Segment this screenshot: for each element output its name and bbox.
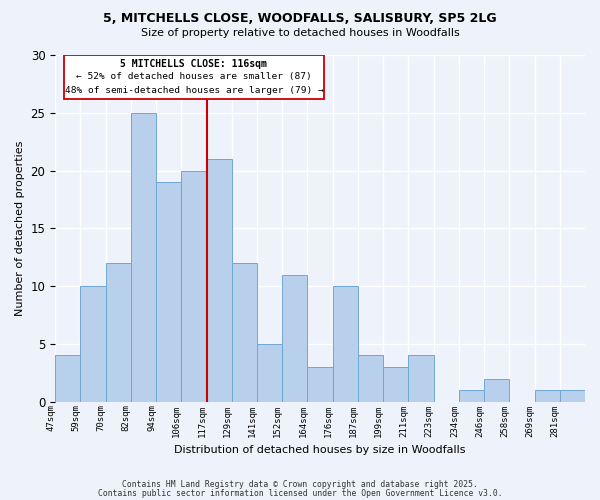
Bar bbox=[232, 263, 257, 402]
Bar bbox=[55, 356, 80, 402]
Bar bbox=[383, 367, 409, 402]
Bar bbox=[332, 286, 358, 402]
Text: Contains HM Land Registry data © Crown copyright and database right 2025.: Contains HM Land Registry data © Crown c… bbox=[122, 480, 478, 489]
Text: Size of property relative to detached houses in Woodfalls: Size of property relative to detached ho… bbox=[140, 28, 460, 38]
FancyBboxPatch shape bbox=[64, 55, 324, 99]
Text: 48% of semi-detached houses are larger (79) →: 48% of semi-detached houses are larger (… bbox=[65, 86, 323, 94]
Text: 5, MITCHELLS CLOSE, WOODFALLS, SALISBURY, SP5 2LG: 5, MITCHELLS CLOSE, WOODFALLS, SALISBURY… bbox=[103, 12, 497, 26]
Bar bbox=[156, 182, 181, 402]
Bar bbox=[131, 113, 156, 402]
Bar bbox=[307, 367, 332, 402]
Bar bbox=[409, 356, 434, 402]
Bar bbox=[282, 274, 307, 402]
Bar bbox=[106, 263, 131, 402]
X-axis label: Distribution of detached houses by size in Woodfalls: Distribution of detached houses by size … bbox=[175, 445, 466, 455]
Text: Contains public sector information licensed under the Open Government Licence v3: Contains public sector information licen… bbox=[98, 488, 502, 498]
Y-axis label: Number of detached properties: Number of detached properties bbox=[15, 140, 25, 316]
Bar bbox=[459, 390, 484, 402]
Bar bbox=[206, 159, 232, 402]
Bar bbox=[257, 344, 282, 402]
Bar bbox=[484, 378, 509, 402]
Bar bbox=[181, 170, 206, 402]
Bar bbox=[560, 390, 585, 402]
Text: ← 52% of detached houses are smaller (87): ← 52% of detached houses are smaller (87… bbox=[76, 72, 312, 82]
Bar bbox=[535, 390, 560, 402]
Text: 5 MITCHELLS CLOSE: 116sqm: 5 MITCHELLS CLOSE: 116sqm bbox=[121, 59, 268, 69]
Bar bbox=[80, 286, 106, 402]
Bar bbox=[358, 356, 383, 402]
